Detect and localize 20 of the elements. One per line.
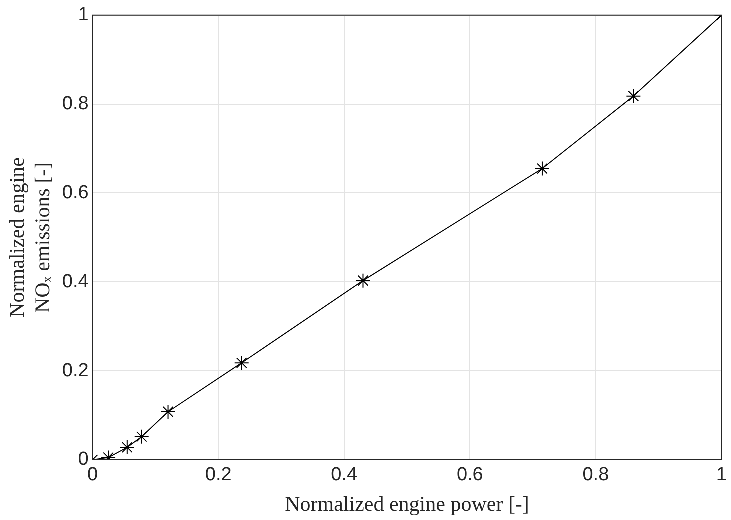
y-tick-label: 0.6 [62,182,89,204]
x-tick-label: 0.4 [331,464,358,486]
point [160,404,176,420]
point [626,88,642,104]
y-tick-label: 0.2 [62,360,89,382]
y-tick-label: 0 [78,449,89,470]
x-tick-label: 0.2 [205,464,232,486]
point [120,440,135,456]
x-tick-label: 0.8 [582,464,610,486]
point [534,161,550,176]
x-axis-title: Normalized engine power [-] [285,492,530,516]
y-tick-label: 1 [78,4,89,26]
y-tick-label: 0.8 [62,94,89,115]
y-axis-title: Normalized engine NOₓ emissions [-] [5,158,54,318]
y-tick-label: 0.4 [62,271,90,292]
point [134,429,150,444]
point [356,273,371,288]
x-tick-label: 1 [716,464,728,486]
point [234,356,250,371]
x-tick-label: 0.6 [456,464,484,486]
